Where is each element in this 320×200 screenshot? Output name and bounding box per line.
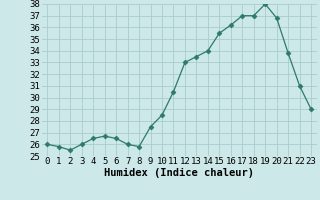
X-axis label: Humidex (Indice chaleur): Humidex (Indice chaleur)	[104, 168, 254, 178]
